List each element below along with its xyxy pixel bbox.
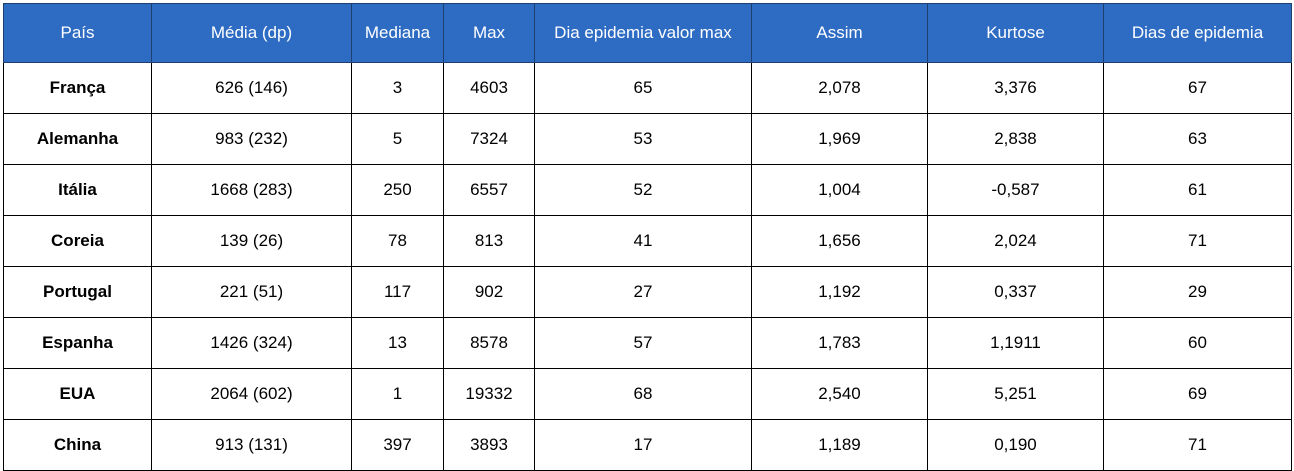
cell-epidemic-days: 61 — [1103, 164, 1292, 216]
cell-country: Coreia — [3, 215, 152, 267]
cell-epidemic-days: 69 — [1103, 368, 1292, 420]
cell-max: 813 — [443, 215, 535, 267]
cell-max: 3893 — [443, 419, 535, 471]
header-cell-peak-day: Dia epidemia valor max — [534, 3, 752, 63]
cell-skewness: 1,969 — [751, 113, 928, 165]
cell-median: 13 — [351, 317, 444, 369]
cell-epidemic-days: 71 — [1103, 215, 1292, 267]
epidemic-statistics-table: País Média (dp) Mediana Max Dia epidemia… — [3, 3, 1292, 471]
cell-mean: 983 (232) — [151, 113, 352, 165]
cell-kurtosis: 3,376 — [927, 62, 1104, 114]
cell-skewness: 2,078 — [751, 62, 928, 114]
cell-country: China — [3, 419, 152, 471]
cell-peak-day: 53 — [534, 113, 752, 165]
table-row: Portugal 221 (51) 117 902 27 1,192 0,337 29 — [3, 266, 1292, 318]
cell-country: França — [3, 62, 152, 114]
cell-mean: 221 (51) — [151, 266, 352, 318]
cell-median: 1 — [351, 368, 444, 420]
cell-mean: 139 (26) — [151, 215, 352, 267]
cell-kurtosis: 0,190 — [927, 419, 1104, 471]
cell-kurtosis: 5,251 — [927, 368, 1104, 420]
cell-max: 4603 — [443, 62, 535, 114]
cell-kurtosis: 0,337 — [927, 266, 1104, 318]
cell-skewness: 1,783 — [751, 317, 928, 369]
cell-max: 8578 — [443, 317, 535, 369]
cell-kurtosis: -0,587 — [927, 164, 1104, 216]
cell-country: EUA — [3, 368, 152, 420]
cell-max: 7324 — [443, 113, 535, 165]
cell-max: 902 — [443, 266, 535, 318]
cell-median: 250 — [351, 164, 444, 216]
cell-peak-day: 52 — [534, 164, 752, 216]
cell-peak-day: 57 — [534, 317, 752, 369]
cell-skewness: 2,540 — [751, 368, 928, 420]
table-row: Espanha 1426 (324) 13 8578 57 1,783 1,1911 60 — [3, 317, 1292, 369]
header-cell-kurtosis: Kurtose — [927, 3, 1104, 63]
cell-mean: 913 (131) — [151, 419, 352, 471]
cell-peak-day: 17 — [534, 419, 752, 471]
cell-max: 19332 — [443, 368, 535, 420]
header-cell-median: Mediana — [351, 3, 444, 63]
cell-mean: 1668 (283) — [151, 164, 352, 216]
cell-kurtosis: 2,838 — [927, 113, 1104, 165]
cell-mean: 2064 (602) — [151, 368, 352, 420]
cell-epidemic-days: 29 — [1103, 266, 1292, 318]
cell-median: 397 — [351, 419, 444, 471]
cell-median: 78 — [351, 215, 444, 267]
cell-country: Espanha — [3, 317, 152, 369]
cell-kurtosis: 2,024 — [927, 215, 1104, 267]
cell-skewness: 1,189 — [751, 419, 928, 471]
cell-peak-day: 68 — [534, 368, 752, 420]
cell-country: Itália — [3, 164, 152, 216]
header-cell-skewness: Assim — [751, 3, 928, 63]
header-cell-max: Max — [443, 3, 535, 63]
table-row: Itália 1668 (283) 250 6557 52 1,004 -0,587 61 — [3, 164, 1292, 216]
cell-median: 117 — [351, 266, 444, 318]
header-cell-epidemic-days: Dias de epidemia — [1103, 3, 1292, 63]
cell-skewness: 1,656 — [751, 215, 928, 267]
cell-country: Alemanha — [3, 113, 152, 165]
cell-epidemic-days: 71 — [1103, 419, 1292, 471]
data-table-container: País Média (dp) Mediana Max Dia epidemia… — [3, 3, 1292, 471]
table-row: Coreia 139 (26) 78 813 41 1,656 2,024 71 — [3, 215, 1292, 267]
cell-max: 6557 — [443, 164, 535, 216]
cell-kurtosis: 1,1911 — [927, 317, 1104, 369]
table-row: China 913 (131) 397 3893 17 1,189 0,190 71 — [3, 419, 1292, 471]
table-row: Alemanha 983 (232) 5 7324 53 1,969 2,838 63 — [3, 113, 1292, 165]
header-cell-mean: Média (dp) — [151, 3, 352, 63]
table-body: França 626 (146) 3 4603 65 2,078 3,376 67 Aleman… — [3, 62, 1292, 471]
cell-peak-day: 65 — [534, 62, 752, 114]
cell-mean: 626 (146) — [151, 62, 352, 114]
table-header: País Média (dp) Mediana Max Dia epidemia… — [3, 3, 1292, 63]
cell-epidemic-days: 67 — [1103, 62, 1292, 114]
header-cell-country: País — [3, 3, 152, 63]
cell-median: 3 — [351, 62, 444, 114]
cell-skewness: 1,004 — [751, 164, 928, 216]
table-row: França 626 (146) 3 4603 65 2,078 3,376 67 — [3, 62, 1292, 114]
cell-epidemic-days: 60 — [1103, 317, 1292, 369]
table-row: EUA 2064 (602) 1 19332 68 2,540 5,251 69 — [3, 368, 1292, 420]
header-row: País Média (dp) Mediana Max Dia epidemia… — [3, 3, 1292, 63]
cell-mean: 1426 (324) — [151, 317, 352, 369]
cell-skewness: 1,192 — [751, 266, 928, 318]
cell-peak-day: 27 — [534, 266, 752, 318]
cell-country: Portugal — [3, 266, 152, 318]
cell-median: 5 — [351, 113, 444, 165]
cell-peak-day: 41 — [534, 215, 752, 267]
cell-epidemic-days: 63 — [1103, 113, 1292, 165]
